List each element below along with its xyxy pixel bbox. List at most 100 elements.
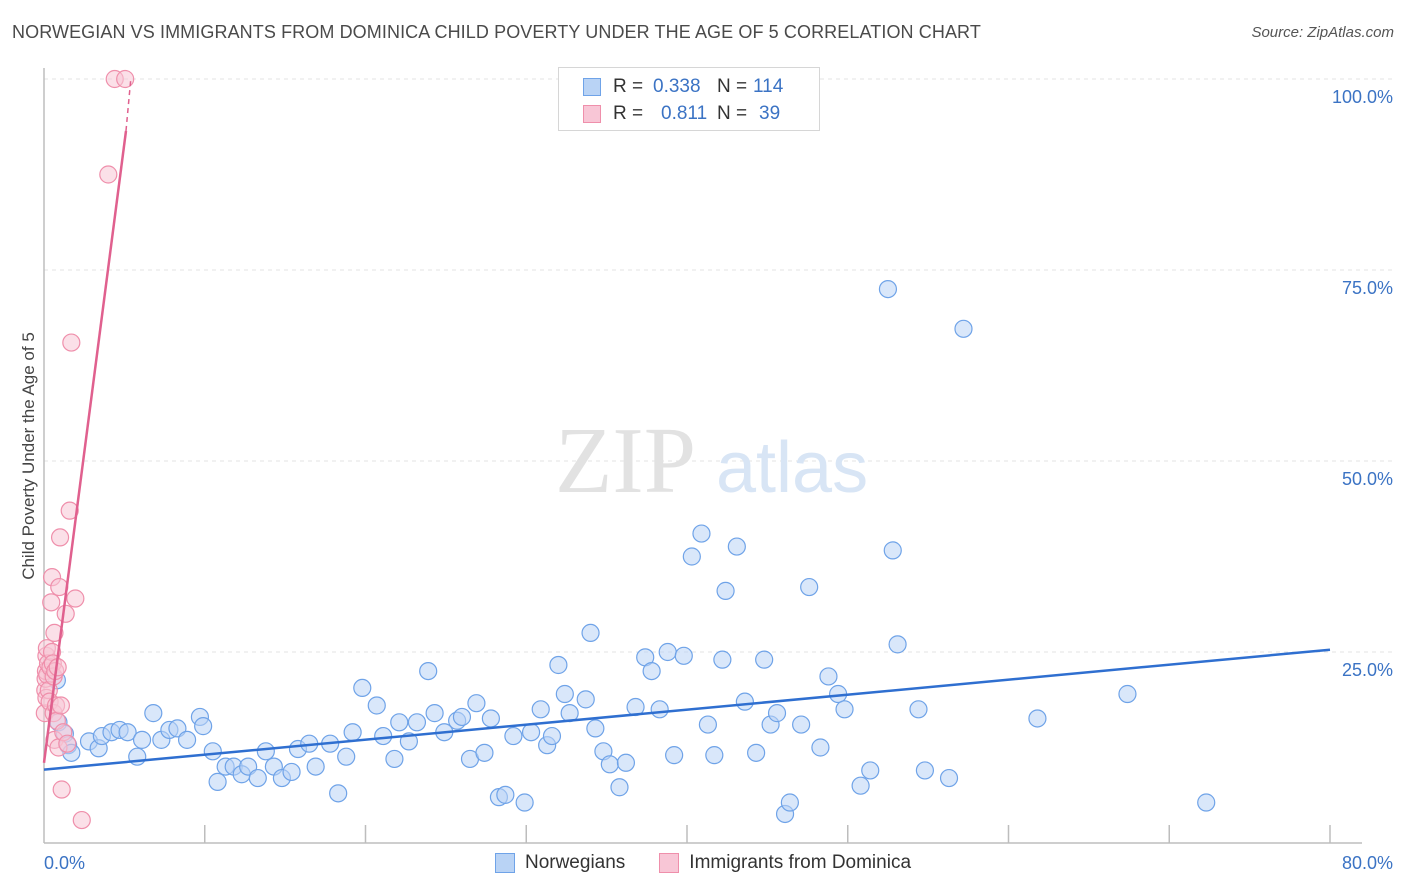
y-tick-label-3: 100.0% (1332, 87, 1393, 107)
legend-r-label: R = (613, 103, 644, 124)
norwegian-point-13 (144, 704, 163, 723)
grid-lines (44, 78, 1392, 653)
norwegian-point-110 (1197, 793, 1216, 812)
norwegian-point-20 (203, 742, 222, 761)
norwegian-point-45 (419, 661, 438, 681)
norwegian-point-33 (306, 757, 325, 776)
dominica-point-30 (56, 604, 75, 623)
y-tick-label-2: 75.0% (1342, 278, 1393, 298)
legend-label-norwegians: Norwegians (524, 852, 626, 873)
trend-line-1 (42, 130, 128, 763)
x-tick-label-right: 80.0% (1342, 853, 1393, 873)
norwegian-point-37 (343, 723, 362, 742)
dominica-point-36 (99, 165, 118, 184)
dominica-point-26 (50, 528, 70, 547)
norwegian-point-95 (811, 738, 830, 757)
norwegian-point-78 (674, 646, 693, 665)
norwegian-point-39 (367, 696, 386, 715)
legend-swatch-dominica (659, 853, 680, 873)
norwegian-point-85 (727, 537, 746, 556)
norwegian-point-105 (915, 761, 935, 780)
norwegian-point-21 (208, 772, 227, 791)
norwegian-point-10 (118, 723, 137, 742)
norwegian-point-53 (481, 709, 500, 728)
norwegian-point-51 (467, 694, 486, 713)
norwegian-point-12 (132, 730, 152, 749)
watermark-zip: ZIP (555, 409, 696, 513)
chart-title: NORWEGIAN VS IMMIGRANTS FROM DOMINICA CH… (12, 22, 981, 42)
norwegian-point-81 (698, 715, 717, 734)
legend-n-label: N = (717, 76, 748, 97)
norwegian-point-83 (713, 650, 732, 669)
y-axis-tick-labels: 25.0% 50.0% 75.0% 100.0% (1332, 87, 1393, 680)
norwegian-point-44 (407, 713, 427, 732)
dominica-point-38 (116, 69, 135, 89)
norwegian-point-62 (549, 655, 568, 675)
norwegian-point-94 (800, 577, 819, 597)
norwegian-point-58 (521, 723, 541, 742)
norwegian-point-75 (650, 700, 669, 719)
norwegian-point-40 (374, 726, 393, 746)
norwegian-point-107 (954, 319, 973, 338)
norwegian-point-76 (658, 642, 677, 662)
norwegian-point-63 (555, 684, 574, 704)
norwegian-point-99 (851, 776, 870, 795)
legend-n-value: 114 (753, 76, 784, 97)
norwegian-point-17 (177, 730, 197, 749)
norwegian-point-19 (194, 717, 213, 736)
norwegian-point-56 (504, 726, 523, 746)
x-tick-label-left: 0.0% (44, 853, 85, 873)
norwegian-point-104 (909, 700, 928, 719)
legend-n-value: 39 (759, 103, 781, 124)
norwegian-point-90 (767, 704, 787, 723)
legend-swatch-norwegians (583, 78, 601, 96)
norwegian-point-67 (586, 719, 605, 738)
chart-source: Source: ZipAtlas.com (1251, 24, 1394, 41)
legend-n-label: N = (717, 103, 748, 124)
norwegian-point-57 (515, 793, 534, 812)
norwegian-point-80 (692, 524, 711, 543)
dominica-point-35 (72, 810, 91, 830)
correlation-legend: R = 0.338 N = 114 R = 0.811 N = 39 (558, 67, 820, 131)
norwegian-point-52 (475, 743, 494, 762)
y-tick-label-0: 25.0% (1342, 660, 1393, 680)
norwegian-point-35 (329, 784, 348, 803)
norwegian-point-49 (452, 707, 472, 727)
norwegian-point-106 (939, 768, 959, 788)
legend-r-label: R = (613, 76, 644, 97)
norwegian-point-38 (353, 678, 372, 698)
norwegian-point-108 (1028, 709, 1047, 728)
norwegian-point-70 (610, 778, 629, 797)
dominica-point-28 (52, 780, 71, 799)
norwegian-point-69 (600, 755, 619, 774)
series-legend: Norwegians Immigrants from Dominica (0, 852, 1406, 874)
legend-item-dominica[interactable]: Immigrants from Dominica (659, 852, 911, 874)
norwegian-point-65 (576, 690, 595, 709)
legend-swatch-dominica (583, 105, 601, 123)
dominica-point-34 (66, 589, 85, 608)
legend-r-value: 0.338 (653, 76, 701, 97)
dominica-point-32 (60, 501, 79, 520)
norwegian-point-77 (665, 746, 684, 765)
legend-row-norwegians: R = 0.338 N = 114 (583, 75, 783, 99)
norwegian-point-79 (682, 547, 701, 566)
norwegian-point-84 (716, 581, 735, 600)
norwegian-point-109 (1118, 684, 1137, 704)
norwegian-point-42 (390, 713, 409, 732)
legend-r-value: 0.811 (661, 103, 708, 124)
dominica-point-19 (45, 623, 64, 643)
norwegian-point-88 (755, 650, 774, 669)
norwegian-point-74 (642, 661, 661, 681)
norwegian-point-26 (248, 768, 267, 788)
legend-item-norwegians[interactable]: Norwegians (494, 852, 626, 874)
norwegian-point-93 (792, 715, 811, 734)
x-axis-ticks (204, 825, 1331, 843)
legend-label-dominica: Immigrants from Dominica (689, 852, 912, 873)
norwegian-point-36 (337, 747, 356, 766)
norwegian-point-66 (581, 623, 600, 643)
norwegian-point-96 (819, 667, 838, 686)
norwegian-point-101 (878, 280, 898, 299)
norwegian-point-61 (542, 726, 562, 746)
watermark: ZIP atlas (555, 409, 868, 513)
